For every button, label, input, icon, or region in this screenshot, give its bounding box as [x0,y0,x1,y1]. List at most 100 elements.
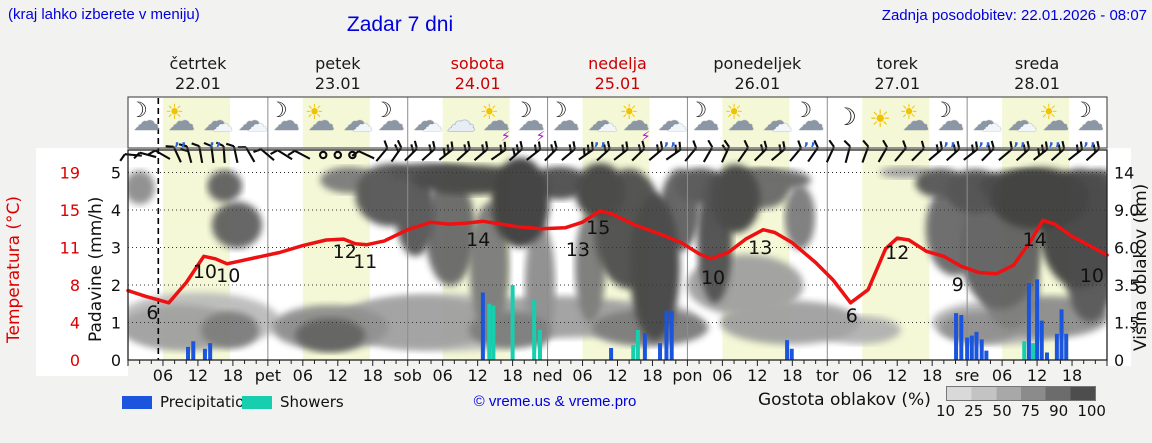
svg-text:15: 15 [60,201,80,220]
svg-text:18: 18 [642,366,662,385]
svg-text:6: 6 [146,302,158,324]
rain-glyph: ‚‚ [663,131,677,149]
day-date: 23.01 [314,74,361,93]
cloud2-glyph: ☁ [351,112,373,136]
day-header-ponedeljek: ponedeljek 26.01 [687,54,827,94]
legend-showers-label: Showers [280,393,344,411]
cloud-glyph: ☁ [657,106,685,137]
moon-glyph: ☽ [513,98,533,122]
cloudy-icon: ☁ ☁ [338,97,373,148]
cloud-glyph: ☁ [622,106,650,137]
cloud-glyph: ☁ [692,106,720,137]
copyright-link[interactable]: © vreme.us & vreme.pro [473,393,637,410]
cloud-glyph: ☁ [727,106,755,137]
svg-text:06: 06 [992,366,1012,385]
showers-swatch [242,395,272,409]
cloud-tick-labels: 14 9.0 6.0 3.5 1.5 0 [1114,164,1139,371]
weather-icon-row: ☽ ☁ ☀ ☁ ‚‚ ☁ ☁ ‚‚ ☁ ☁ ☽ ☁ ☀ ☁ ☁ ☁ ☽ ☁ ☁ ☁ ☁ ☀ ☁ ⚡ ☽ ☁ ⚡ ☽ ☁ ☁ ☁ ‚‚ ☀ ☁ ⚡ ☁ ☁… [128,97,1107,149]
sun-cloud-icon: ☀ ☁ [722,97,757,148]
moon-glyph: ☽ [688,98,708,122]
cloud-rain-icon: ☁ ☁ ‚‚ [198,97,233,149]
sun-cloud-icon: ☀ ☁ [897,97,932,148]
cloud2-glyph: ☁ [211,112,233,136]
cloud-glyph: ☁ [377,106,405,137]
moon-glyph: ☽ [268,98,288,122]
svg-text:ned: ned [533,366,563,385]
svg-text:06: 06 [293,366,313,385]
svg-text:06: 06 [153,366,173,385]
rain-glyph: ‚‚ [943,131,957,149]
bolt-glyph: ⚡ [640,129,651,145]
svg-text:13: 13 [748,237,772,259]
day-header-sreda: sreda 28.01 [967,54,1107,94]
day-date: 25.01 [594,74,641,93]
cloud-glyph: ☁ [1007,106,1035,137]
temperature-tick-labels: 19 15 11 8 4 0 [60,164,80,371]
page-title: Zadar 7 dni [346,13,454,36]
cloud-glyph: ☁ [1077,106,1105,137]
svg-text:10: 10 [193,261,217,283]
svg-text:12: 12 [747,366,767,385]
svg-text:pet: pet [255,366,281,385]
svg-text:12: 12 [328,366,348,385]
cloud-rain-icon: ☁ ☁ ‚‚ [967,97,1002,149]
bolt-glyph: ⚡ [535,129,546,145]
svg-text:6: 6 [846,305,858,327]
legend-precipitation-label: Precipitation [160,393,254,411]
day-date: 26.01 [734,74,781,93]
sun-glyph: ☀ [724,100,744,124]
svg-text:sob: sob [394,366,422,385]
svg-text:10: 10 [216,265,240,287]
cloud-rain-icon: ☁ ☁ ‚‚ [653,97,688,149]
sun-glyph: ☀ [869,105,891,133]
cloud-height-axis-title: Višina oblakov (km) [1131,183,1151,352]
sun-glyph: ☀ [479,100,499,124]
svg-text:12: 12 [467,366,487,385]
legend-showers: Showers [242,393,344,411]
svg-text:9: 9 [952,274,964,296]
bolt-glyph: ⚡ [500,129,511,145]
svg-text:18: 18 [363,366,383,385]
cloud-glyph: ☁ [307,106,335,137]
cloud-glyph: ☁ [133,106,160,137]
svg-text:9.0: 9.0 [1114,201,1139,220]
svg-text:0: 0 [1114,351,1124,370]
cloud-rain-icon: ☁ ☁ ‚‚ [1002,97,1038,149]
density-tick: 100 [1077,402,1106,420]
time-axis-ticks [127,360,1108,366]
rain-glyph: ‚‚ [1048,131,1062,149]
day-name: četrtek [169,54,227,73]
rain-glyph: ‚‚ [1013,131,1027,149]
sun-icon: ☀ [862,97,897,148]
precipitation-swatch [122,395,152,409]
day-header-torek: torek 27.01 [827,54,967,94]
cloud2-glyph: ☁ [1016,112,1038,136]
cloud-glyph: ☁ [937,106,965,137]
svg-text:18: 18 [502,366,522,385]
moon-cloud-icon: ☽ ☁ [548,97,583,148]
cloud-density-ticks: 10 25 50 75 90 100 [936,402,1106,420]
moon-cloud-icon: ☽ ☁ [688,97,723,148]
moon-glyph: ☽ [548,98,568,122]
day-date: 28.01 [1014,74,1060,93]
cloud-glyph: ☁ [237,106,265,137]
moon-glyph: ☽ [1073,98,1092,122]
moon-glyph: ☽ [793,98,813,122]
location-hint: (kraj lahko izberete v meniju) [8,6,200,23]
svg-text:12: 12 [607,366,627,385]
temperature-line [126,209,1109,305]
svg-text:8: 8 [70,276,80,295]
density-tick: 50 [992,402,1012,420]
cloud-glyph: ☁ [272,106,300,137]
moon-icon: ☽ [827,97,862,148]
svg-text:14: 14 [1114,164,1134,183]
density-tick: 75 [1020,402,1040,420]
precipitation-axis-title: Padavine (mm/h) [86,196,106,343]
cloud-glyph: ☁ [412,106,440,137]
svg-text:4: 4 [70,314,80,333]
cloud-density-legend-title: Gostota oblakov (%) [758,390,931,410]
rain-glyph: ‚‚ [1083,131,1097,149]
sun-cloud-rain-icon: ☀ ☁ ‚‚ [163,97,198,149]
day-name: torek [876,54,918,73]
